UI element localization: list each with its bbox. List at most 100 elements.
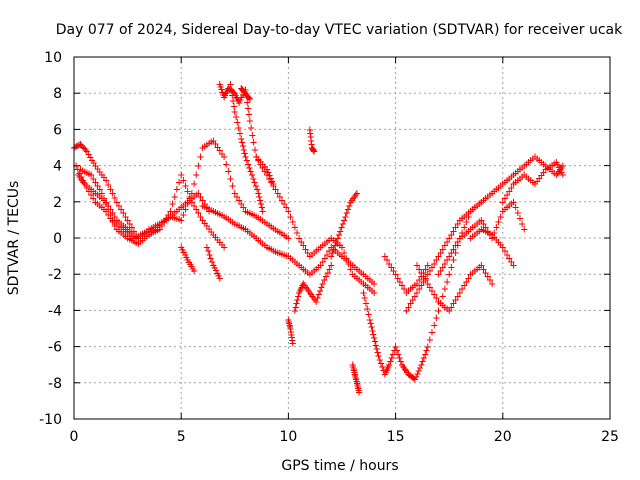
data-point: + bbox=[96, 189, 103, 203]
data-point: + bbox=[103, 204, 110, 218]
data-point: + bbox=[261, 164, 268, 178]
data-point: + bbox=[302, 264, 309, 278]
data-point: + bbox=[356, 273, 363, 287]
data-point: + bbox=[85, 184, 92, 198]
data-point: + bbox=[461, 220, 468, 234]
data-point: + bbox=[396, 350, 403, 364]
data-point: + bbox=[216, 207, 223, 221]
data-point: + bbox=[410, 371, 417, 385]
data-point: + bbox=[337, 224, 344, 238]
data-point: + bbox=[503, 200, 510, 214]
data-point: + bbox=[559, 159, 566, 173]
data-point: + bbox=[265, 165, 272, 179]
data-point: + bbox=[115, 224, 122, 238]
series-track-m: +++++++++++++++++++++++++++++++ bbox=[291, 258, 335, 317]
data-point: + bbox=[98, 167, 105, 181]
data-point: + bbox=[242, 86, 249, 100]
data-point: + bbox=[173, 204, 180, 218]
data-point: + bbox=[416, 262, 423, 276]
data-point: + bbox=[364, 271, 371, 285]
data-point: + bbox=[248, 227, 255, 241]
data-point: + bbox=[353, 376, 360, 390]
data-point: + bbox=[205, 244, 212, 258]
data-point: + bbox=[257, 157, 264, 171]
data-point: + bbox=[178, 213, 185, 227]
data-point: + bbox=[145, 222, 152, 236]
data-point: + bbox=[300, 262, 307, 276]
data-point: + bbox=[128, 220, 135, 234]
data-point: + bbox=[308, 133, 315, 147]
data-point: + bbox=[175, 202, 182, 216]
data-point: + bbox=[283, 248, 290, 262]
data-point: + bbox=[92, 186, 99, 200]
data-point: + bbox=[304, 245, 311, 259]
data-point: + bbox=[195, 186, 202, 200]
data-point: + bbox=[371, 276, 378, 290]
data-point: + bbox=[420, 265, 427, 279]
data-point: + bbox=[413, 258, 420, 272]
data-point: + bbox=[239, 83, 246, 97]
data-point: + bbox=[553, 155, 560, 169]
data-point: + bbox=[259, 160, 266, 174]
data-point: + bbox=[90, 171, 97, 185]
data-point: + bbox=[510, 168, 517, 182]
data-point: + bbox=[105, 207, 112, 221]
data-point: + bbox=[420, 269, 427, 283]
data-point: + bbox=[293, 296, 300, 310]
data-point: + bbox=[554, 166, 561, 180]
data-point: + bbox=[175, 175, 182, 189]
data-point: + bbox=[497, 179, 504, 193]
data-point: + bbox=[411, 289, 418, 303]
data-point: + bbox=[439, 260, 446, 274]
data-point: + bbox=[288, 330, 295, 344]
data-point: + bbox=[255, 153, 262, 167]
data-point: + bbox=[167, 209, 174, 223]
data-point: + bbox=[360, 285, 367, 299]
data-point: + bbox=[558, 160, 565, 174]
data-point: + bbox=[343, 206, 350, 220]
data-point: + bbox=[148, 223, 155, 237]
data-point: + bbox=[238, 131, 245, 145]
data-point: + bbox=[306, 285, 313, 299]
data-point: + bbox=[467, 267, 474, 281]
data-point: + bbox=[137, 228, 144, 242]
data-point: + bbox=[207, 251, 214, 265]
data-point: + bbox=[484, 269, 491, 283]
data-point: + bbox=[109, 215, 116, 229]
data-point: + bbox=[280, 197, 287, 211]
data-point: + bbox=[115, 215, 122, 229]
data-point: + bbox=[332, 244, 339, 258]
data-point: + bbox=[263, 162, 270, 176]
data-point: + bbox=[557, 162, 564, 176]
series-track-l: +++++++++++ bbox=[285, 312, 297, 350]
data-point: + bbox=[529, 175, 536, 189]
data-point: + bbox=[246, 160, 253, 174]
data-point: + bbox=[558, 165, 565, 179]
data-point: + bbox=[90, 184, 97, 198]
data-point: + bbox=[341, 245, 348, 259]
data-point: + bbox=[353, 186, 360, 200]
data-point: + bbox=[506, 198, 513, 212]
data-point: + bbox=[205, 202, 212, 216]
data-point: + bbox=[184, 195, 191, 209]
data-point: + bbox=[467, 231, 474, 245]
data-point: + bbox=[92, 175, 99, 189]
data-point: + bbox=[158, 218, 165, 232]
data-point: + bbox=[345, 256, 352, 270]
data-point: + bbox=[257, 212, 264, 226]
data-point: + bbox=[298, 280, 305, 294]
data-point: + bbox=[354, 378, 361, 392]
data-point: + bbox=[488, 186, 495, 200]
data-point: + bbox=[409, 293, 416, 307]
data-point: + bbox=[368, 283, 375, 297]
data-point: + bbox=[521, 168, 528, 182]
data-point: + bbox=[450, 253, 457, 267]
data-point: + bbox=[83, 180, 90, 194]
data-point: + bbox=[392, 340, 399, 354]
data-point: + bbox=[81, 164, 88, 178]
data-point: + bbox=[404, 365, 411, 379]
data-point: + bbox=[351, 189, 358, 203]
data-point: + bbox=[163, 212, 170, 226]
data-point: + bbox=[366, 312, 373, 326]
